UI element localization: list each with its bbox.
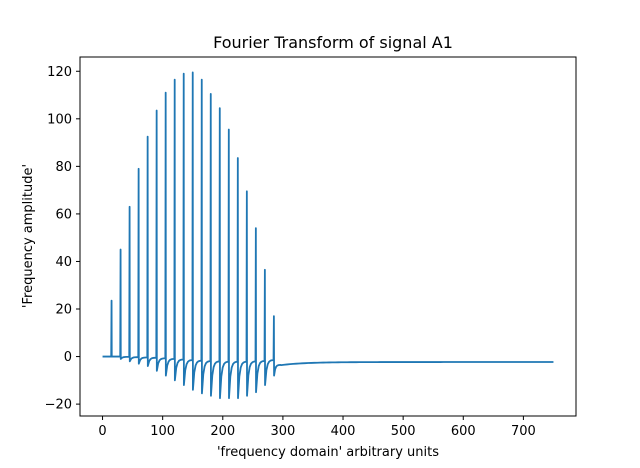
- y-tick-label: 60: [55, 207, 72, 222]
- x-tick-label: 600: [451, 424, 476, 439]
- chart-title: Fourier Transform of signal A1: [213, 33, 453, 52]
- series-line: [102, 71, 554, 400]
- x-tick-label: 500: [391, 424, 416, 439]
- y-tick-label: 0: [64, 350, 72, 365]
- y-tick-label: 80: [55, 160, 72, 175]
- y-axis-label: 'Frequency amplitude': [21, 164, 36, 308]
- x-axis-label: 'frequency domain' arbitrary units: [217, 445, 439, 460]
- y-tick-label: 20: [55, 303, 72, 318]
- y-tick-label: 100: [47, 112, 72, 127]
- y-axis: −20 0 20 40 60 80 100 120: [45, 65, 80, 413]
- x-tick-label: 200: [210, 424, 235, 439]
- plot-frame: [79, 56, 577, 417]
- x-tick-label: 100: [150, 424, 175, 439]
- plot-area: [102, 71, 554, 400]
- x-tick-label: 400: [331, 424, 356, 439]
- y-tick-label: 120: [47, 65, 72, 80]
- x-tick-label: 0: [98, 424, 106, 439]
- y-tick-label: 40: [55, 255, 72, 270]
- x-tick-label: 700: [511, 424, 536, 439]
- x-axis: 0 100 200 300 400 500 600 700: [98, 416, 536, 439]
- y-tick-label: −20: [45, 398, 72, 413]
- x-tick-label: 300: [270, 424, 295, 439]
